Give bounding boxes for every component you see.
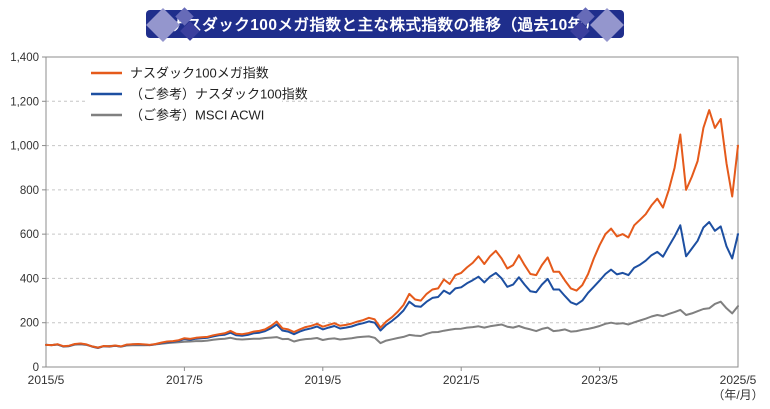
axis-label: 1,400 bbox=[10, 52, 39, 64]
series-line-1 bbox=[45, 221, 739, 349]
series-line-0 bbox=[45, 109, 739, 349]
axis-label: （年/月） bbox=[712, 388, 763, 402]
axis-label: 2021/5 bbox=[443, 373, 480, 387]
page-title: ナスダック100メガ指数と主な株式指数の推移（過去10年） bbox=[170, 17, 600, 34]
axis-label: 2017/5 bbox=[166, 373, 203, 387]
axis-label: 600 bbox=[20, 229, 39, 241]
axis-label: 800 bbox=[20, 185, 39, 197]
axis-label: 2025/5 bbox=[720, 373, 757, 387]
axis-label: 2015/5 bbox=[28, 373, 65, 387]
axis-label: （ご参考）ナスダック100指数 bbox=[130, 87, 308, 102]
series-line-2 bbox=[45, 300, 739, 349]
axis-label: 200 bbox=[20, 318, 39, 330]
axis-label: 2019/5 bbox=[304, 373, 341, 387]
axis-label: （ご参考）MSCI ACWI bbox=[130, 108, 264, 123]
axis-label: 1,000 bbox=[10, 141, 39, 153]
axis-label: 0 bbox=[33, 362, 39, 374]
axis-label: 2023/5 bbox=[581, 373, 618, 387]
title-banner: ナスダック100メガ指数と主な株式指数の推移（過去10年） bbox=[146, 10, 624, 38]
axis-label: ナスダック100メガ指数 bbox=[130, 66, 269, 81]
line-chart: 0 200 400 600 800 1,000 1,200 1,400 2015/5 2017/5… bbox=[10, 52, 763, 402]
axis-label: 1,200 bbox=[10, 96, 39, 108]
plot-frame bbox=[45, 56, 739, 368]
axis-label: 400 bbox=[20, 273, 39, 285]
